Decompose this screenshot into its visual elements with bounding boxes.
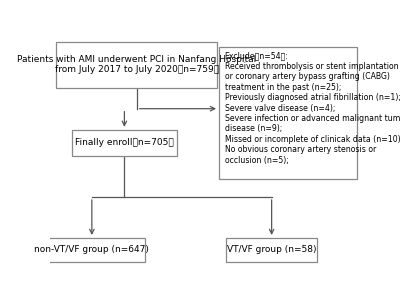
Bar xyxy=(39,238,144,262)
Text: non-VT/VF group (n=647): non-VT/VF group (n=647) xyxy=(34,245,149,254)
Text: Patients with AMI underwent PCI in Nanfang Hospital
from July 2017 to July 2020（: Patients with AMI underwent PCI in Nanfa… xyxy=(17,55,256,74)
Text: VT/VF group (n=58): VT/VF group (n=58) xyxy=(227,245,316,254)
Bar xyxy=(219,48,357,179)
Bar xyxy=(226,238,317,262)
Text: Exclude（n=54）:
Received thrombolysis or stent implantation
or coronary artery by: Exclude（n=54）: Received thrombolysis or … xyxy=(224,51,400,164)
Text: Finally enroll（n=705）: Finally enroll（n=705） xyxy=(75,138,174,147)
Bar xyxy=(56,42,218,88)
Bar xyxy=(72,130,177,156)
